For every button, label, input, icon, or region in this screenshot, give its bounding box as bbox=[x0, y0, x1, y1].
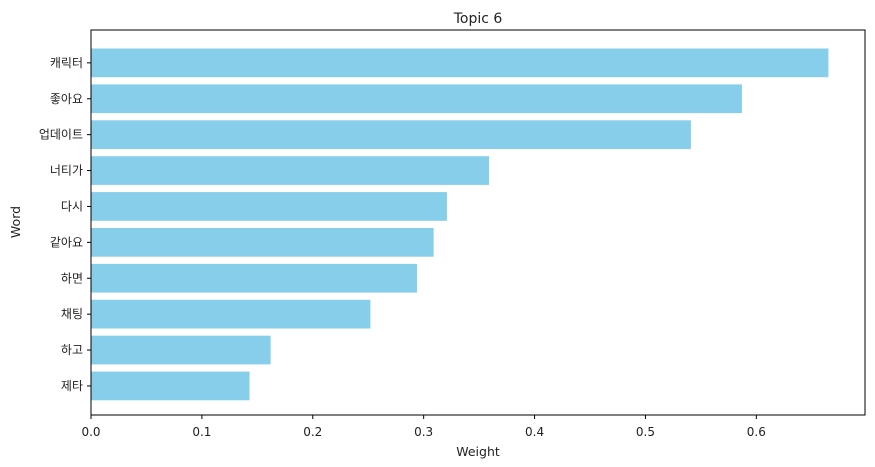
x-axis-ticks: 0.0 0.1 0.2 0.3 0.4 0.5 0.6 bbox=[81, 415, 766, 439]
x-tick-label: 0.0 bbox=[81, 425, 100, 439]
bar-5 bbox=[91, 228, 434, 257]
bar-3 bbox=[91, 156, 490, 185]
bar-6 bbox=[91, 263, 418, 293]
bar-2 bbox=[91, 120, 691, 149]
plot-frame bbox=[90, 29, 866, 416]
y-tick-label: 하고 bbox=[61, 343, 83, 357]
x-tick-label: 0.4 bbox=[525, 425, 544, 439]
y-tick-label: 업데이트 bbox=[39, 128, 83, 142]
x-tick-label: 0.3 bbox=[414, 425, 433, 439]
y-tick-label: 너티가 bbox=[50, 164, 83, 178]
bar-8 bbox=[91, 335, 271, 365]
bars-group bbox=[91, 48, 829, 401]
y-tick-label: 좋아요 bbox=[50, 92, 83, 106]
chart-title: Topic 6 bbox=[453, 11, 503, 27]
bar-0 bbox=[91, 48, 829, 78]
x-tick-label: 0.5 bbox=[636, 425, 655, 439]
y-tick-label: 같아요 bbox=[50, 235, 83, 249]
bar-4 bbox=[91, 192, 447, 221]
y-tick-label: 제타 bbox=[61, 379, 83, 393]
x-tick-label: 0.1 bbox=[192, 425, 211, 439]
x-tick-label: 0.6 bbox=[747, 425, 766, 439]
y-tick-label: 하면 bbox=[61, 271, 83, 285]
y-tick-label: 다시 bbox=[61, 199, 83, 213]
x-axis-label: Weight bbox=[456, 444, 500, 459]
y-tick-label: 캐릭터 bbox=[50, 56, 83, 70]
y-axis-label: Word bbox=[8, 206, 23, 238]
bar-9 bbox=[91, 371, 250, 401]
bar-7 bbox=[91, 299, 371, 329]
bar-1 bbox=[91, 84, 742, 114]
x-tick-label: 0.2 bbox=[303, 425, 322, 439]
y-tick-label: 채팅 bbox=[61, 307, 83, 321]
